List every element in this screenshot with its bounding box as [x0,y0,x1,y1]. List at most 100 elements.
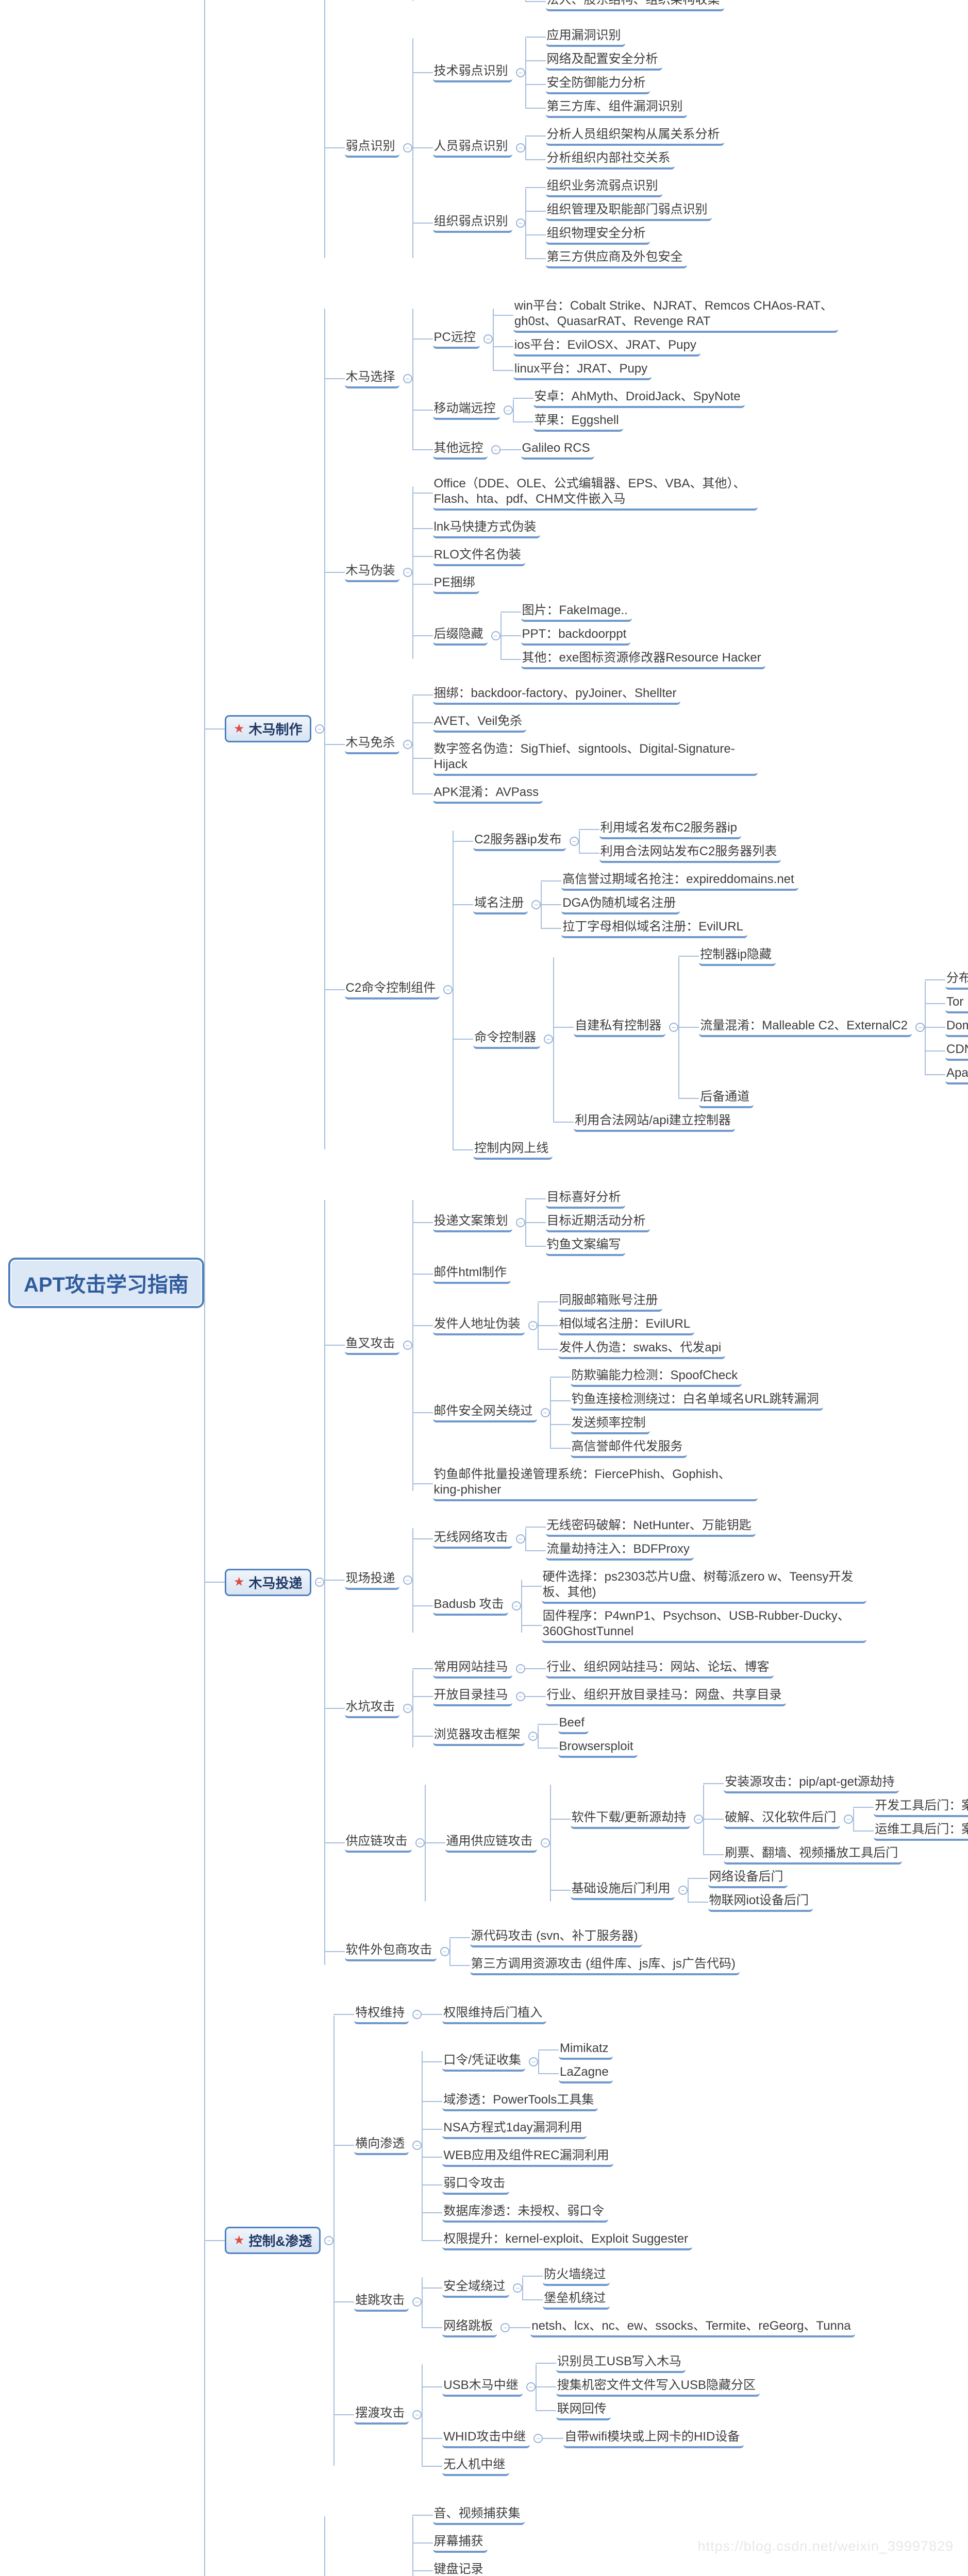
root-node[interactable]: APT攻击学习指南 [8,1258,204,1308]
node-label[interactable]: 其他：exe图标资源修改器Resource Hacker [521,650,765,669]
node-label[interactable]: 常用网站挂马 [433,1659,512,1679]
node-label[interactable]: 发送频率控制 [571,1415,650,1434]
node-label[interactable]: 安装源攻击：pip/apt-get源劫持 [724,1774,898,1793]
node-label[interactable]: 联网回传 [556,2401,611,2420]
node-label[interactable]: 弱口令攻击 [442,2176,509,2195]
collapse-icon[interactable]: − [315,1578,324,1587]
node-label[interactable]: Browsersploit [558,1739,638,1758]
node-label[interactable]: Apache mod_rewrite HTTP重定向 [945,1065,968,1084]
node-label[interactable]: 域渗透：PowerTools工具集 [442,2092,598,2111]
node-label[interactable]: 网络跳板 [442,2318,497,2337]
node-label[interactable]: 弱点识别 [345,139,399,158]
node-label[interactable]: Galileo RCS [521,440,594,460]
node-label[interactable]: WHID攻击中继 [442,2429,530,2448]
node-label[interactable]: 邮件安全网关绕过 [433,1403,537,1422]
collapse-icon[interactable]: − [504,405,513,415]
collapse-icon[interactable]: − [516,143,525,152]
node-label[interactable]: 开发工具后门：案例XcodeGhost [874,1798,968,1817]
collapse-icon[interactable]: − [443,985,453,994]
node-label[interactable]: 利用域名发布C2服务器ip [599,820,741,839]
node-label[interactable]: 木马免杀 [345,735,399,754]
collapse-icon[interactable]: − [669,1023,678,1032]
node-label[interactable]: lnk马快捷方式伪装 [433,519,541,538]
node-label[interactable]: 横向渗透 [354,2136,409,2155]
node-label[interactable]: 发件人伪造：swaks、代发api [558,1340,726,1359]
collapse-icon[interactable]: − [533,2434,543,2443]
node-label[interactable]: 特权维持 [354,2005,409,2024]
node-label[interactable]: DGA伪随机域名注册 [561,895,680,914]
node-label[interactable]: 其他远控 [433,440,488,460]
node-label[interactable]: netsh、lcx、nc、ew、ssocks、Termite、reGeorg、T… [530,2318,855,2337]
collapse-icon[interactable]: − [516,218,525,228]
node-label[interactable]: 软件下载/更新源劫持 [571,1810,691,1829]
node-label[interactable]: 无线密码破解：NetHunter、万能钥匙 [546,1518,756,1537]
node-label[interactable]: Beef [558,1715,589,1734]
node-label[interactable]: 域名注册 [473,895,528,914]
collapse-icon[interactable]: − [915,1023,925,1032]
collapse-icon[interactable]: − [516,1534,525,1544]
collapse-icon[interactable]: − [516,1664,525,1673]
node-label[interactable]: 蛙跳攻击 [354,2293,409,2312]
collapse-icon[interactable]: − [412,2410,422,2419]
node-label[interactable]: 行业、组织网站挂马：网站、论坛、博客 [546,1659,774,1679]
node-label[interactable]: 开放目录挂马 [433,1687,512,1706]
node-label[interactable]: 利用合法网站/api建立控制器 [574,1113,735,1132]
node-label[interactable]: 目标近期活动分析 [546,1213,650,1232]
node-label[interactable]: 第三方库、组件漏洞识别 [546,99,687,118]
node-label[interactable]: 刷票、翻墙、视频播放工具后门 [724,1845,902,1865]
topic-node[interactable]: ★控制&渗透 [225,2227,321,2254]
node-label[interactable]: 浏览器攻击框架 [433,1727,525,1746]
node-label[interactable]: 软件外包商攻击 [345,1942,437,1961]
collapse-icon[interactable]: − [541,1838,550,1848]
node-label[interactable]: 拉丁字母相似域名注册：EvilURL [561,919,747,938]
node-label[interactable]: NSA方程式1day漏洞利用 [442,2120,586,2139]
node-label[interactable]: 相似域名注册：EvilURL [558,1316,695,1335]
collapse-icon[interactable]: − [678,1886,688,1895]
node-label[interactable]: 技术弱点识别 [433,63,512,82]
node-label[interactable]: 利用合法网站发布C2服务器列表 [599,844,781,863]
node-label[interactable]: 网络设备后门 [708,1869,788,1888]
node-label[interactable]: 木马伪装 [345,563,399,582]
collapse-icon[interactable]: − [491,445,500,454]
node-label[interactable]: 口令/凭证收集 [442,2053,525,2072]
node-label[interactable]: 第三方调用资源攻击 (组件库、js库、js广告代码) [470,1956,740,1975]
node-label[interactable]: 组织物理安全分析 [546,226,650,245]
node-label[interactable]: 命令控制器 [473,1030,540,1049]
topic-node[interactable]: ★木马投递 [225,1569,311,1596]
node-label[interactable]: 分析组织内部社交关系 [546,150,675,170]
node-label[interactable]: 运维工具后门：案例XshellGhost、putty [874,1822,968,1841]
node-label[interactable]: 苹果：Eggshell [533,413,623,432]
node-label[interactable]: 基础设施后门利用 [571,1881,675,1900]
node-label[interactable]: 网络及配置安全分析 [546,52,662,71]
collapse-icon[interactable]: − [403,1341,412,1350]
collapse-icon[interactable]: − [516,68,525,77]
node-label[interactable]: 组织弱点识别 [433,214,512,233]
node-label[interactable]: 流量劫持注入：BDFProxy [546,1541,694,1561]
node-label[interactable]: 分布式IP重定向 [945,971,968,990]
node-label[interactable]: linux平台：JRAT、Pupy [513,361,652,380]
node-label[interactable]: 钓鱼连接检测绕过：白名单域名URL跳转漏洞 [571,1392,823,1411]
node-label[interactable]: 物联网iot设备后门 [708,1893,813,1912]
collapse-icon[interactable]: − [528,1732,538,1741]
node-label[interactable]: 钓鱼文案编写 [546,1237,625,1256]
node-label[interactable]: 权限维持后门植入 [442,2005,546,2024]
node-label[interactable]: 鱼叉攻击 [345,1336,399,1355]
node-label[interactable]: 后缀隐藏 [433,626,488,646]
collapse-icon[interactable]: − [516,1692,525,1701]
node-label[interactable]: 高信誉过期域名抢注：expireddomains.net [561,872,798,891]
node-label[interactable]: Domain Fronting域前置 [945,1018,968,1037]
node-label[interactable]: Office（DDE、OLE、公式编辑器、EPS、VBA、其他）、Flash、h… [433,476,758,511]
node-label[interactable]: 组织管理及职能部门弱点识别 [546,202,712,221]
node-label[interactable]: Mimikatz [559,2041,613,2060]
node-label[interactable]: ios平台：EvilOSX、JRAT、Pupy [513,337,700,357]
node-label[interactable]: CDN+https+websocket [945,1042,968,1061]
node-label[interactable]: 数据库渗透：未授权、弱口令 [442,2204,608,2223]
collapse-icon[interactable]: − [403,143,412,152]
node-label[interactable]: 键盘记录 [433,2562,488,2576]
node-label[interactable]: RLO文件名伪装 [433,547,525,566]
node-label[interactable]: 识别员工USB写入木马 [556,2354,686,2373]
node-label[interactable]: 法人、股东结构、组织架构收集 [546,0,724,11]
collapse-icon[interactable]: − [315,724,324,734]
collapse-icon[interactable]: − [412,2297,422,2307]
node-label[interactable]: 钓鱼邮件批量投递管理系统：FiercePhish、Gophish、king-ph… [433,1467,758,1501]
